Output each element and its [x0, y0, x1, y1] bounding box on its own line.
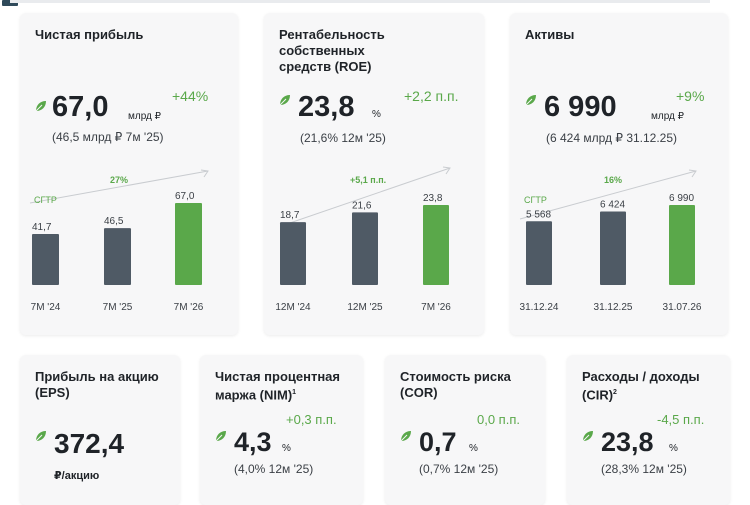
card-title: Чистая процентная маржа (NIM)1 — [215, 369, 340, 403]
x-tick-label: 12М '24 — [275, 302, 311, 313]
bar-value-label: 46,5 — [104, 216, 124, 227]
kpi-value: 0,7 — [419, 427, 457, 457]
leaf-icon — [35, 101, 46, 112]
bar-value-label: 18,7 — [280, 210, 300, 221]
kpi-value: 23,8 — [298, 91, 355, 123]
bar — [669, 205, 695, 285]
bar-value-label: 23,8 — [423, 193, 443, 204]
kpi-delta: -4,5 п.п. — [657, 412, 705, 427]
bar — [423, 205, 449, 285]
brand-logo — [2, 0, 18, 6]
growth-arrow-line — [519, 170, 697, 220]
cor-card: Стоимость риска (COR) 0,0 п.п. 0,7 % (0,… — [385, 355, 545, 505]
bar-value-label: 6 424 — [600, 199, 625, 210]
growth-arrow-head — [688, 169, 697, 178]
kpi-unit: млрд ₽ — [651, 111, 685, 122]
kpi-value: 6 990 — [544, 91, 617, 123]
bar — [32, 233, 59, 285]
growth-arrow-head — [200, 169, 209, 178]
kpi-delta: +44% — [172, 88, 209, 104]
kpi-delta: +0,3 п.п. — [286, 412, 337, 427]
eps-card: Прибыль на акцию (EPS) 372,4 ₽/акцию — [20, 355, 180, 505]
bar-value-label: 41,7 — [32, 222, 52, 233]
kpi-unit: % — [669, 443, 678, 454]
leaf-icon — [215, 431, 226, 442]
x-tick-label: 7М '26 — [174, 302, 204, 313]
kpi-previous: (46,5 млрд ₽ 7м '25) — [52, 130, 164, 144]
card-title: Рентабельность собственных средств (ROE) — [279, 27, 385, 74]
bar-value-label: 6 990 — [669, 193, 694, 204]
card-title: Расходы / доходы (CIR)2 — [582, 369, 700, 403]
kpi-value: 67,0 — [52, 91, 109, 123]
card-title: Чистая прибыль — [35, 27, 144, 42]
kpi-previous: (0,7% 12м '25) — [419, 462, 499, 476]
growth-value: 16% — [604, 175, 622, 185]
leaf-icon — [35, 431, 46, 442]
bar — [280, 222, 306, 285]
x-tick-label: 7М '26 — [421, 302, 451, 313]
kpi-previous: (4,0% 12м '25) — [234, 462, 314, 476]
leaf-icon — [525, 95, 536, 106]
kpi-unit: % — [469, 443, 478, 454]
assets-chart: СГТР 16% 5 568 31.12.24 6 424 31.12.25 6 990 31… — [519, 169, 702, 313]
x-tick-label: 7М '25 — [103, 302, 133, 313]
nim-card: Чистая процентная маржа (NIM)1 +0,3 п.п.… — [200, 355, 363, 505]
x-tick-label: 31.07.26 — [663, 302, 702, 313]
net-profit-card: Чистая прибыль 67,0 млрд ₽ +44% (46,5 мл… — [20, 13, 238, 335]
roe-chart: +5,1 п.п. 18,7 12М '24 21,6 12М '25 23,8 7М '2… — [275, 166, 451, 313]
kpi-value: 23,8 — [601, 427, 654, 457]
assets-card: Активы 6 990 млрд ₽ +9% (6 424 млрд ₽ 31… — [510, 13, 728, 335]
bar-value-label: 5 568 — [526, 209, 551, 220]
cir-card: Расходы / доходы (CIR)2 -4,5 п.п. 23,8 %… — [567, 355, 730, 505]
card-title: Стоимость риска (COR) — [400, 369, 511, 400]
roe-card: Рентабельность собственных средств (ROE)… — [264, 13, 484, 335]
kpi-previous: (6 424 млрд ₽ 31.12.25) — [546, 131, 678, 145]
growth-arrow-head — [442, 166, 451, 175]
x-tick-label: 31.12.24 — [520, 302, 559, 313]
bar — [175, 203, 202, 285]
bar — [526, 221, 552, 285]
kpi-delta: +2,2 п.п. — [404, 88, 459, 104]
bar — [104, 228, 131, 285]
growth-arrow-line — [29, 170, 209, 204]
kpi-unit: ₽/акцию — [54, 470, 100, 482]
bar — [600, 211, 626, 285]
leaf-icon — [582, 431, 593, 442]
x-tick-label: 31.12.25 — [594, 302, 633, 313]
kpi-unit: млрд ₽ — [128, 111, 162, 122]
leaf-icon — [279, 95, 290, 106]
kpi-previous: (21,6% 12м '25) — [300, 131, 386, 145]
kpi-previous: (28,3% 12м '25) — [601, 462, 687, 476]
x-tick-label: 7М '24 — [31, 302, 61, 313]
growth-arrow-line — [283, 167, 451, 226]
net-profit-chart: СГТР 27% 41,7 7М '24 46,5 7М '25 67,0 7М '26 — [29, 169, 209, 313]
card-title: Активы — [525, 27, 575, 42]
growth-label: СГТР — [524, 195, 547, 205]
leaf-icon — [400, 431, 411, 442]
kpi-delta: +9% — [676, 88, 705, 104]
kpi-value: 4,3 — [234, 427, 272, 457]
card-title: Прибыль на акцию (EPS) — [35, 369, 159, 400]
header-divider — [10, 0, 710, 3]
bar — [352, 212, 378, 285]
bar-value-label: 67,0 — [175, 191, 195, 202]
kpi-unit: % — [282, 443, 291, 454]
growth-value: +5,1 п.п. — [350, 175, 386, 185]
kpi-value: 372,4 — [54, 428, 125, 459]
kpi-delta: 0,0 п.п. — [477, 412, 520, 427]
kpi-unit: % — [372, 109, 381, 120]
growth-label: СГТР — [34, 195, 57, 205]
x-tick-label: 12М '25 — [347, 302, 383, 313]
bar-value-label: 21,6 — [352, 200, 372, 211]
growth-value: 27% — [110, 175, 128, 185]
